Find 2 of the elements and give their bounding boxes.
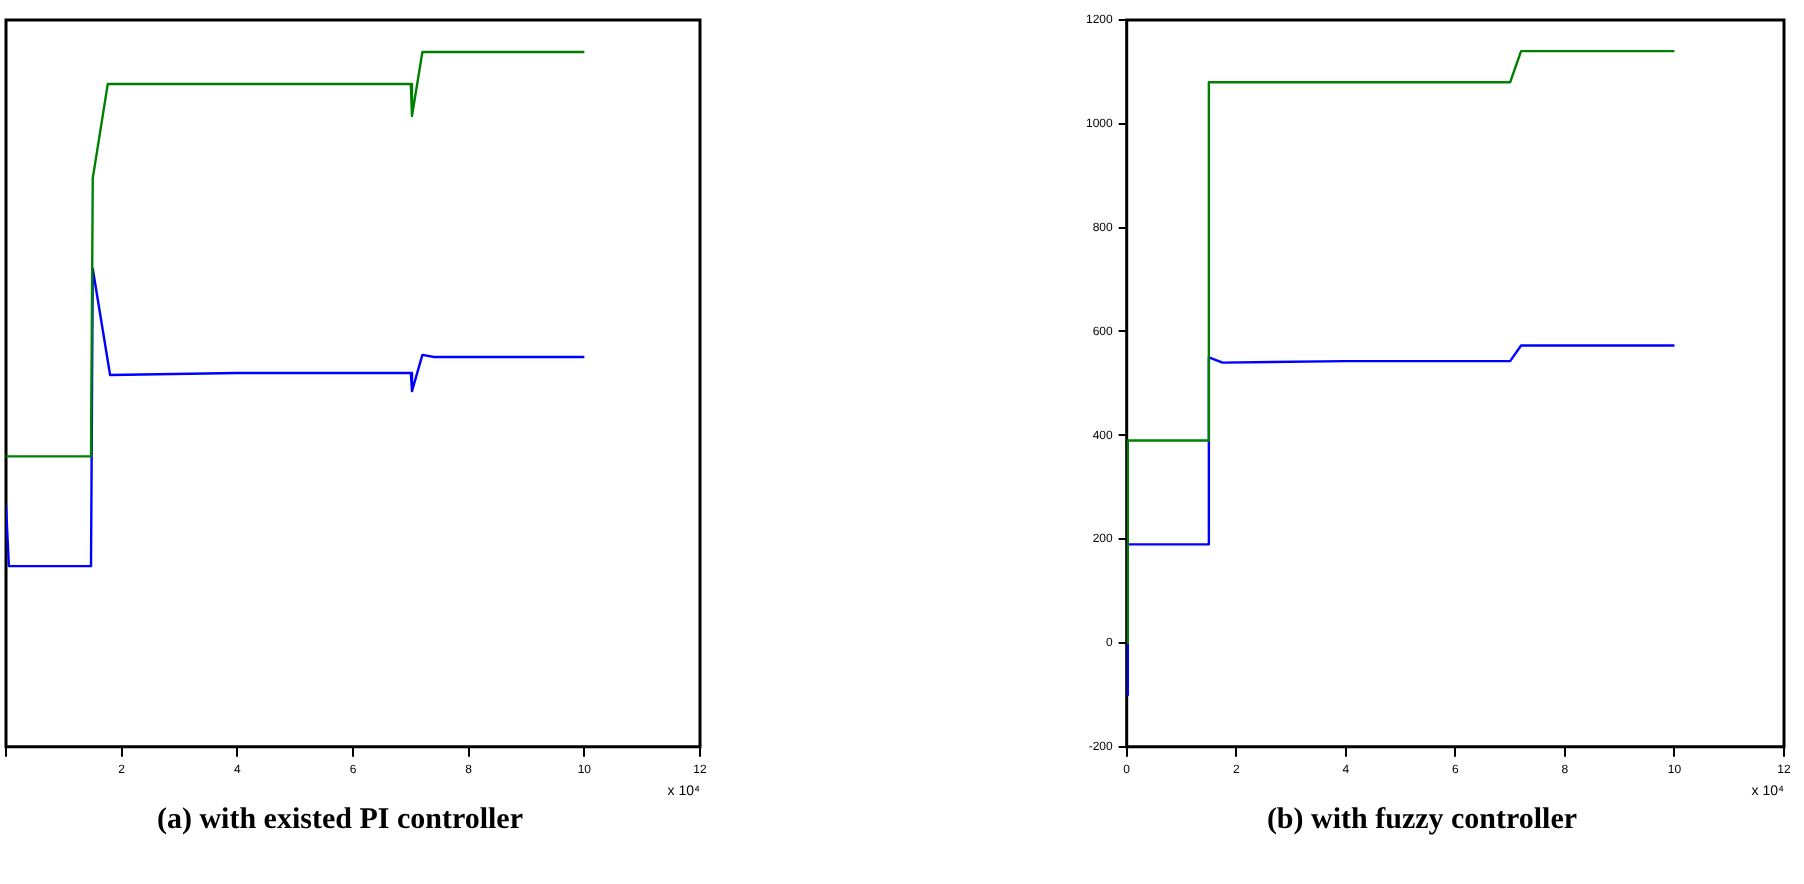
text: (a) with existed PI controller [154,804,526,838]
text: (b) with fuzzy controller [1264,804,1580,838]
